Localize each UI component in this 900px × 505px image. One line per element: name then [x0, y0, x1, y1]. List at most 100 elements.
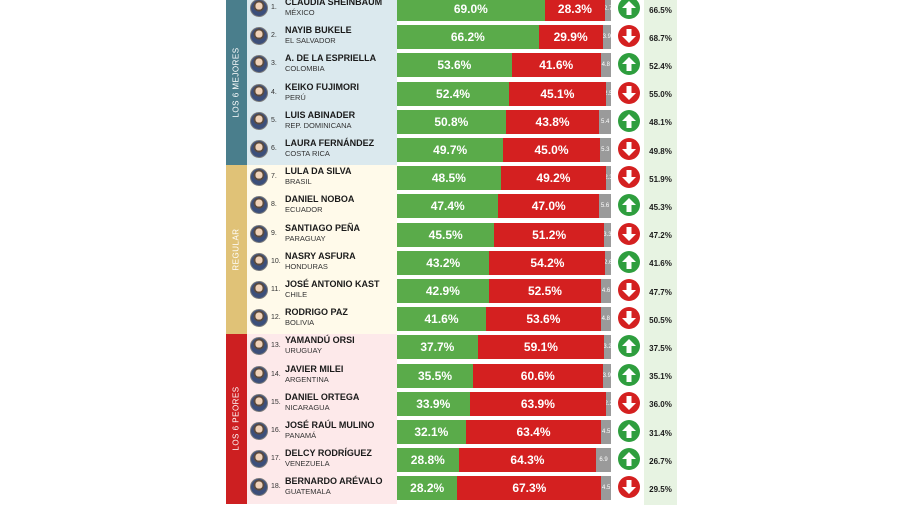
candidate-cell: 15. DANIEL ORTEGA NICARAGUA [247, 391, 397, 419]
previous-value: 37.5% [649, 343, 672, 353]
table-row: 3. A. DE LA ESPRIELLA COLOMBIA 53.6% 41.6% 4.… [247, 52, 677, 80]
rank-number: 4. [271, 88, 277, 96]
stacked-bar: 43.2% 54.2% 2.6 [397, 250, 611, 275]
bar-no-sabe: 5.4 [599, 109, 611, 134]
arrow-up-icon [618, 0, 640, 19]
group-background [247, 165, 397, 335]
stacked-bar: 33.9%63.9%2.2 [397, 391, 611, 416]
bar-disapprove: 41.6% [511, 53, 601, 78]
rank-number: 15. [271, 398, 281, 406]
arrow-down-icon [618, 279, 640, 301]
previous-value: 47.7% [649, 287, 672, 297]
rank-number: 12. [271, 314, 281, 322]
candidate-cell: 16. JOSÉ RAÚL MULINO PANAMÁ [247, 419, 397, 447]
candidate-country: PANAMÁ [285, 431, 317, 440]
bar-disapprove: 59.1% [477, 335, 605, 360]
previous-value: 49.8% [649, 146, 672, 156]
rank-number: 7. [271, 173, 277, 181]
candidate-cell: 10. NASRY ASFURA HONDURAS [247, 250, 397, 278]
bar-no-sabe: 3.9 [602, 363, 611, 388]
stacked-bar: 37.7% 59.1% 3.2 [397, 335, 611, 360]
bar-approve: 42.9% [397, 279, 489, 303]
stacked-bar: 53.6% 41.6% 4.8 [397, 53, 611, 78]
previous-value: 35.1% [649, 372, 672, 382]
bar-approve: 33.9% [397, 391, 470, 416]
bar-no-sabe: 5.6 [599, 194, 611, 219]
candidate-name: JOSÉ RAÚL MULINO [285, 420, 375, 430]
bar-no-sabe: 6.9 [596, 448, 611, 473]
bar-no-sabe: 3.9 [602, 25, 611, 50]
bar-disapprove: 49.2% [500, 166, 607, 191]
bar-disapprove: 43.8% [505, 109, 600, 134]
rank-number: 10. [271, 257, 281, 265]
previous-value: 31.4% [649, 428, 672, 438]
previous-value: 47.2% [649, 231, 672, 241]
bar-approve: 41.6% [397, 307, 487, 332]
rank-number: 18. [271, 483, 281, 491]
group-label: LOS 6 PEORES [232, 386, 241, 452]
candidate-name: NAYIB BUKELE [285, 25, 352, 36]
bar-approve: 47.4% [397, 194, 499, 219]
candidate-country: BRASIL [285, 177, 312, 187]
group-strip [226, 165, 247, 335]
candidate-country: EL SALVADOR [285, 36, 336, 46]
bar-approve: 35.5% [397, 363, 473, 388]
candidate-country: ECUADOR [285, 205, 323, 215]
candidate-cell: 12. RODRIGO PAZ BOLIVIA [247, 306, 397, 334]
previous-value: 51.9% [649, 174, 672, 184]
candidate-cell: 17. DELCY RODRÍGUEZ VENEZUELA [247, 447, 397, 475]
arrow-down-icon [618, 25, 640, 48]
candidate-name: YAMANDÚ ORSI [285, 335, 355, 346]
bar-disapprove: 51.2% [494, 222, 604, 247]
approval-ranking-board: LOS 6 MEJORES REGULAR LOS 6 PEORES 1. CLAUDI… [226, 0, 677, 505]
rank-number: 2. [271, 32, 277, 40]
bar-no-sabe: 2.2 [606, 391, 611, 416]
candidate-cell: 9. SANTIAGO PEÑA PARAGUAY [247, 222, 397, 250]
stacked-bar: 28.8% 64.3% 6.9 [397, 448, 611, 473]
rank-number: 8. [271, 201, 277, 209]
bar-approve: 53.6% [397, 53, 512, 78]
candidate-name: LUIS ABINADER [285, 109, 356, 120]
stacked-bar: 47.4% 47.0% 5.6 [397, 194, 611, 219]
candidate-cell: 5. LUIS ABINADER REP. DOMINICANA [247, 109, 397, 137]
candidate-country: COLOMBIA [285, 64, 325, 74]
avatar [250, 393, 268, 412]
group-background [247, 0, 397, 166]
table-row: 8. DANIEL NOBOA ECUADOR 47.4% 47.0% 5.6 45.3% [247, 193, 677, 221]
candidate-name: DANIEL NOBOA [285, 194, 355, 205]
previous-value: 52.4% [649, 61, 672, 71]
group-strip [226, 334, 247, 504]
group-strip [226, 0, 247, 166]
table-row: 11. JOSÉ ANTONIO KAST CHILE 42.9% 52.5% 4.6 47… [247, 278, 677, 306]
bar-approve: 28.2% [397, 476, 458, 501]
candidate-name: JAVIER MILEI [285, 363, 344, 374]
stacked-bar: 42.9% 52.5% 4.6 [397, 279, 611, 303]
avatar [250, 111, 268, 130]
avatar [250, 450, 268, 469]
bar-approve: 32.1% [397, 420, 466, 444]
stacked-bar: 52.4% 45.1% 2.5 [397, 81, 611, 106]
candidate-cell: 11. JOSÉ ANTONIO KAST CHILE [247, 278, 397, 306]
stacked-bar: 45.5% 51.2% 3.3 [397, 222, 611, 247]
arrow-up-icon [618, 420, 640, 442]
previous-value: 29.5% [649, 484, 672, 494]
candidate-name: DANIEL ORTEGA [285, 391, 360, 402]
candidate-country: BOLIVIA [285, 318, 315, 328]
avatar [250, 196, 268, 215]
bar-approve: 43.2% [397, 250, 490, 275]
bar-disapprove: 47.0% [498, 194, 599, 219]
table-row: 17. DELCY RODRÍGUEZ VENEZUELA 28.8% 64.3% 6.9… [247, 447, 677, 475]
avatar [250, 55, 268, 74]
previous-value: 68.7% [649, 33, 672, 43]
bar-approve: 48.5% [397, 166, 501, 191]
avatar [250, 309, 268, 328]
arrow-down-icon [618, 307, 640, 330]
rank-number: 3. [271, 60, 277, 68]
bar-approve: 66.2% [397, 25, 539, 50]
previous-value: 55.0% [649, 90, 672, 100]
bar-no-sabe: 3.2 [604, 335, 611, 360]
arrow-up-icon [618, 53, 640, 76]
table-row: 5. LUIS ABINADER REP. DOMINICANA 50.8% 43.8%… [247, 109, 677, 137]
stacked-bar: 32.1% 63.4% 4.5 [397, 420, 611, 444]
